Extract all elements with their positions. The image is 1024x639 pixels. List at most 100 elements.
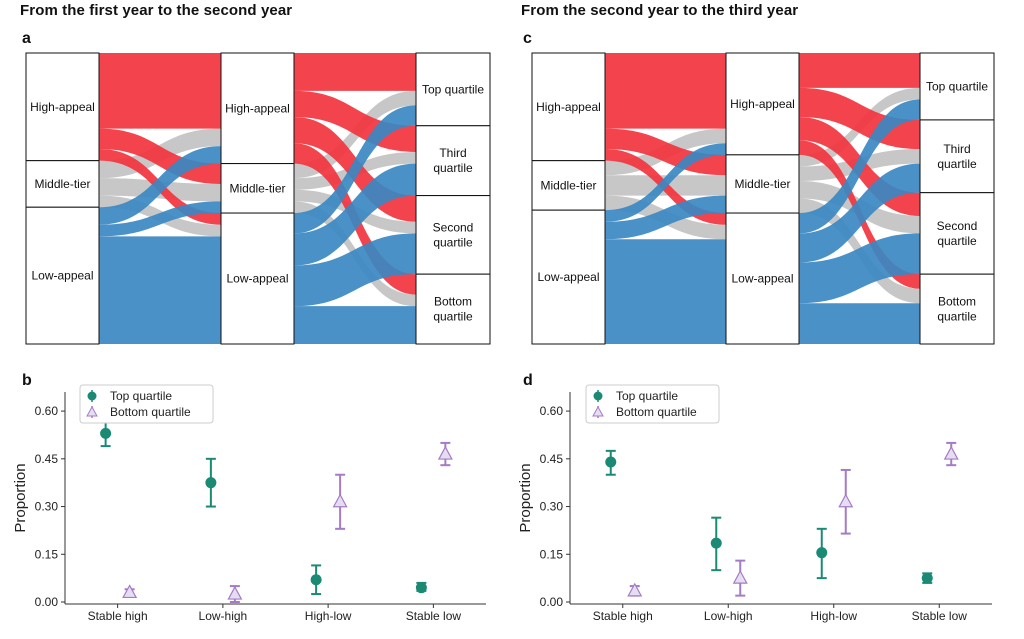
quartile-node — [919, 273, 995, 345]
quartile-node — [415, 52, 491, 127]
flows-col2-col3 — [799, 53, 920, 344]
triangle-marker-icon — [592, 405, 604, 417]
x-tick-label: Stable high — [593, 609, 653, 623]
year-start-node — [25, 206, 100, 345]
quartile-node-label: Second quartile — [433, 220, 474, 249]
y-tick-label: 0.15 — [35, 547, 59, 561]
quartile-node — [919, 192, 995, 275]
flow-band — [99, 53, 221, 129]
flow-band — [294, 306, 416, 344]
flow-band — [605, 195, 726, 240]
year-next-node-label: Middle-tier — [229, 181, 285, 195]
data-point-bottom-quartile — [227, 585, 243, 600]
year-next-node — [220, 163, 295, 214]
data-point-top-quartile — [605, 456, 617, 468]
legend-label-bottom: Bottom quartile — [110, 405, 191, 419]
flow-band — [99, 128, 221, 184]
flow-band — [294, 163, 416, 266]
legend-box — [585, 384, 720, 424]
flows-col1-col2 — [99, 53, 221, 344]
data-point-top-quartile — [816, 547, 828, 559]
circle-marker-icon — [593, 391, 603, 401]
quartile-node-label: Top quartile — [422, 82, 484, 96]
header-left: From the first year to the second year — [20, 2, 293, 19]
data-point-bottom-quartile — [943, 445, 959, 460]
flow-band — [294, 90, 416, 179]
data-point-top-quartile — [100, 427, 112, 439]
year-next-node-label: Middle-tier — [734, 177, 790, 191]
legend: Top quartile Bottom quartile — [79, 384, 214, 424]
quartile-node-label: Bottom quartile — [937, 295, 977, 324]
year-start-node — [531, 160, 606, 211]
flow-band — [605, 143, 726, 222]
year-next-node-label: High-appeal — [730, 97, 795, 111]
flow-band — [99, 146, 221, 225]
flows-col2-col3 — [294, 53, 416, 344]
year-next-node — [220, 52, 295, 165]
data-point-bottom-quartile — [332, 493, 348, 508]
year-next-node — [725, 154, 800, 214]
panel-label-b: b — [22, 372, 32, 389]
quartile-node — [919, 119, 995, 194]
quartile-node — [415, 125, 491, 197]
quartile-node — [919, 52, 995, 121]
x-tick-label: Low-high — [704, 609, 753, 623]
flows-col1-col2 — [605, 53, 726, 344]
legend-box — [79, 384, 214, 424]
triangle-marker-icon — [86, 405, 98, 417]
x-tick-label: High-low — [305, 609, 352, 623]
quartile-node — [415, 195, 491, 275]
y-axis-label: Proportion — [12, 463, 29, 532]
flow-band — [99, 236, 221, 344]
data-point-top-quartile — [415, 582, 427, 594]
panel-label-d: d — [523, 372, 533, 389]
flow-band — [605, 53, 726, 129]
legend-label-top: Top quartile — [110, 389, 172, 403]
y-tick-label: 0.30 — [35, 500, 59, 514]
year-start-node-label: High-appeal — [536, 100, 601, 114]
x-tick-label: Stable low — [912, 609, 968, 623]
legend-label-bottom: Bottom quartile — [616, 405, 697, 419]
quartile-node-label: Second quartile — [937, 219, 978, 248]
year-start-node — [25, 52, 100, 162]
quartile-node-label: Bottom quartile — [433, 295, 473, 324]
legend: Top quartile Bottom quartile — [585, 384, 720, 424]
year-start-node-label: High-appeal — [30, 100, 95, 114]
quartile-node-label: Third quartile — [937, 142, 977, 171]
flow-band — [799, 99, 920, 234]
header-right: From the second year to the third year — [521, 2, 799, 19]
flow-band — [99, 201, 221, 237]
y-tick-label: 0.00 — [540, 595, 564, 609]
year-start-node — [25, 160, 100, 208]
x-tick-label: Stable low — [406, 609, 462, 623]
y-tick-label: 0.30 — [540, 500, 564, 514]
x-tick-label: Stable high — [88, 609, 148, 623]
flow-band — [605, 239, 726, 344]
flow-band — [799, 233, 920, 304]
data-point-top-quartile — [710, 537, 722, 549]
quartile-node — [415, 273, 491, 345]
year-next-node-label: Low-appeal — [226, 272, 288, 286]
year-start-node-label: Low-appeal — [537, 270, 599, 284]
year-next-node-label: Low-appeal — [731, 272, 793, 286]
quartile-node-label: Top quartile — [926, 79, 988, 93]
year-start-node-label: Middle-tier — [540, 178, 596, 192]
panel-label-a: a — [22, 30, 31, 47]
data-point-top-quartile — [310, 574, 322, 586]
flow-band — [799, 53, 920, 88]
flow-band — [799, 87, 920, 150]
data-point-bottom-quartile — [122, 584, 138, 599]
sankey-c: High-appeal Middle-tier Low-appeal High-app… — [531, 52, 995, 345]
year-next-node — [220, 212, 295, 345]
y-tick-label: 0.00 — [35, 595, 59, 609]
y-tick-label: 0.60 — [35, 404, 59, 418]
year-next-node-label: High-appeal — [225, 101, 290, 115]
data-point-top-quartile — [921, 572, 933, 584]
quartile-node-label: Third quartile — [433, 146, 473, 175]
flow-band — [294, 53, 416, 91]
data-point-bottom-quartile — [732, 569, 748, 584]
legend-label-top: Top quartile — [616, 389, 678, 403]
x-tick-label: Low-high — [199, 609, 248, 623]
year-start-node-label: Low-appeal — [31, 269, 93, 283]
